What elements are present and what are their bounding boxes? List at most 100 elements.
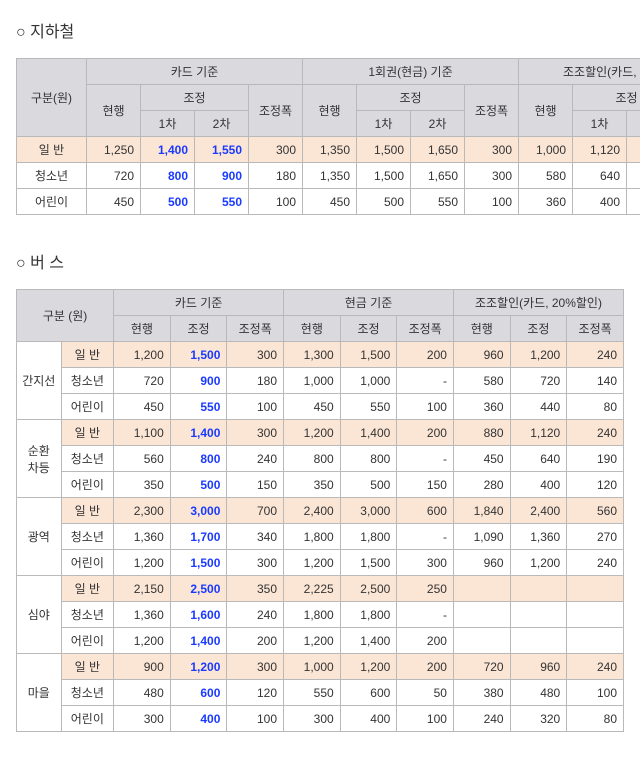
category-label: 광역 xyxy=(17,498,62,576)
row-label: 청소년 xyxy=(61,446,114,472)
cell: 900 xyxy=(195,163,249,189)
cell: 640 xyxy=(510,446,567,472)
cell: 1,000 xyxy=(284,654,341,680)
col-adj: 조정 xyxy=(170,316,227,342)
cell: 200 xyxy=(397,654,454,680)
cell xyxy=(510,576,567,602)
cell: 240 xyxy=(567,420,624,446)
cell: 1,500 xyxy=(357,137,411,163)
cell: 960 xyxy=(453,342,510,368)
row-label: 어린이 xyxy=(17,189,87,215)
cell: 900 xyxy=(114,654,171,680)
bus-title: ○ 버 스 xyxy=(16,249,624,273)
cell: 2,225 xyxy=(284,576,341,602)
cell: 450 xyxy=(114,394,171,420)
cell: 960 xyxy=(510,654,567,680)
cell: 3,000 xyxy=(170,498,227,524)
table-row: 청소년48060012055060050380480100 xyxy=(17,680,624,706)
col-cur: 현행 xyxy=(519,85,573,137)
cell: 1,120 xyxy=(573,137,627,163)
col-cash: 현금 기준 xyxy=(284,290,454,316)
cell: 350 xyxy=(114,472,171,498)
cell: 100 xyxy=(397,706,454,732)
row-label: 어린이 xyxy=(61,706,114,732)
cell: 300 xyxy=(249,137,303,163)
cell: - xyxy=(397,446,454,472)
cell: 50 xyxy=(397,680,454,706)
row-label: 어린이 xyxy=(61,550,114,576)
table-row: 어린이1,2001,4002001,2001,400200 xyxy=(17,628,624,654)
cell: 2,400 xyxy=(510,498,567,524)
cell: 1,100 xyxy=(114,420,171,446)
cell: 500 xyxy=(340,472,397,498)
cell: 320 xyxy=(510,706,567,732)
cell xyxy=(567,628,624,654)
col-p2: 2차 xyxy=(411,111,465,137)
table-row: 마을일 반9001,2003001,0001,200200720960240 xyxy=(17,654,624,680)
cell: 140 xyxy=(567,368,624,394)
cell: 1,700 xyxy=(170,524,227,550)
cell: 80 xyxy=(567,706,624,732)
cell: 3,000 xyxy=(340,498,397,524)
cell: 1,200 xyxy=(114,550,171,576)
cell: 640 xyxy=(573,163,627,189)
cell: 720 xyxy=(87,163,141,189)
cell: 1,400 xyxy=(340,420,397,446)
table-row: 간지선일 반1,2001,5003001,3001,5002009601,200… xyxy=(17,342,624,368)
cell: 1,000 xyxy=(284,368,341,394)
cell: 2,500 xyxy=(170,576,227,602)
cell: 1,500 xyxy=(340,342,397,368)
row-label: 일 반 xyxy=(61,654,114,680)
cell: 400 xyxy=(340,706,397,732)
cell: 560 xyxy=(567,498,624,524)
cell: 550 xyxy=(411,189,465,215)
cell: 1,500 xyxy=(340,550,397,576)
table-row: 청소년1,3601,6002401,8001,800- xyxy=(17,602,624,628)
table-row: 심야일 반2,1502,5003502,2252,500250 xyxy=(17,576,624,602)
cell: 380 xyxy=(453,680,510,706)
cell: 80 xyxy=(567,394,624,420)
col-range: 조정폭 xyxy=(567,316,624,342)
table-row: 일 반1,2501,4001,5503001,3501,5001,6503001… xyxy=(17,137,640,163)
col-p2: 2차 xyxy=(627,111,640,137)
row-label: 청소년 xyxy=(17,163,87,189)
cell: 300 xyxy=(227,550,284,576)
col-p1: 1차 xyxy=(573,111,627,137)
row-label: 어린이 xyxy=(61,628,114,654)
cell: 100 xyxy=(227,394,284,420)
cell: 300 xyxy=(397,550,454,576)
row-label: 일 반 xyxy=(61,498,114,524)
cell: 280 xyxy=(453,472,510,498)
cell: 600 xyxy=(397,498,454,524)
cell: 1,800 xyxy=(284,602,341,628)
cell: 480 xyxy=(114,680,171,706)
row-label: 일 반 xyxy=(61,576,114,602)
cell: 1,300 xyxy=(284,342,341,368)
cell: 100 xyxy=(465,189,519,215)
cell: 880 xyxy=(453,420,510,446)
cell: 100 xyxy=(567,680,624,706)
cell: 1,400 xyxy=(170,628,227,654)
table-row: 어린이30040010030040010024032080 xyxy=(17,706,624,732)
cell: 550 xyxy=(195,189,249,215)
cell: - xyxy=(397,524,454,550)
row-label: 일 반 xyxy=(61,342,114,368)
cell: 1,200 xyxy=(340,654,397,680)
col-cash: 1회권(현금) 기준 xyxy=(303,59,519,85)
cell xyxy=(510,628,567,654)
cell: 100 xyxy=(227,706,284,732)
subway-table: 구분(원) 카드 기준 1회권(현금) 기준 조조할인(카드, 20%할인) 현… xyxy=(16,58,640,215)
cell: 450 xyxy=(303,189,357,215)
cell: 2,150 xyxy=(114,576,171,602)
cell: 1,500 xyxy=(170,550,227,576)
cell: 1,090 xyxy=(453,524,510,550)
cell: 440 xyxy=(627,189,640,215)
cell: 450 xyxy=(453,446,510,472)
cell: 1,200 xyxy=(114,628,171,654)
col-group: 구분(원) xyxy=(17,59,87,137)
cell: 550 xyxy=(170,394,227,420)
col-range: 조정폭 xyxy=(227,316,284,342)
category-label: 심야 xyxy=(17,576,62,654)
row-label: 청소년 xyxy=(61,524,114,550)
cell: 120 xyxy=(567,472,624,498)
